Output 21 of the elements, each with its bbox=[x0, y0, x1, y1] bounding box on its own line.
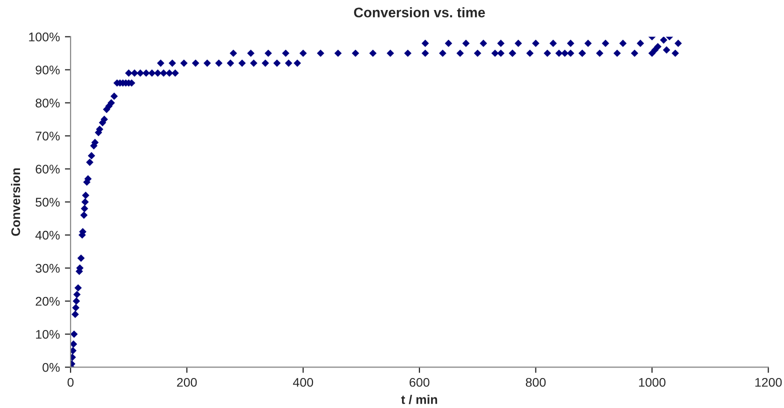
x-tick-label: 600 bbox=[410, 378, 430, 387]
y-tick-label: 10% bbox=[36, 330, 60, 339]
y-tick-label: 70% bbox=[36, 132, 60, 141]
x-tick-label: 1000 bbox=[639, 378, 666, 387]
x-tick-label: 200 bbox=[177, 378, 197, 387]
y-tick-label: 0% bbox=[42, 363, 60, 372]
y-tick-label: 80% bbox=[36, 98, 60, 108]
x-axis-title: t / min bbox=[401, 394, 438, 404]
x-tick-label: 400 bbox=[293, 378, 314, 387]
y-tick-label: 100% bbox=[29, 32, 60, 42]
y-axis-title: Conversion bbox=[10, 168, 20, 236]
y-tick-label: 60% bbox=[36, 164, 60, 174]
x-tick-label: 800 bbox=[526, 378, 546, 387]
chart-title: Conversion vs. time bbox=[354, 7, 485, 18]
x-tick-label: 1200 bbox=[755, 378, 782, 387]
y-tick-label: 50% bbox=[36, 198, 60, 207]
y-tick-label: 90% bbox=[36, 66, 60, 74]
y-tick-label: 40% bbox=[35, 230, 60, 240]
y-tick-label: 20% bbox=[36, 296, 60, 306]
x-tick-label: 0 bbox=[68, 378, 74, 387]
y-tick-label: 30% bbox=[36, 264, 60, 273]
